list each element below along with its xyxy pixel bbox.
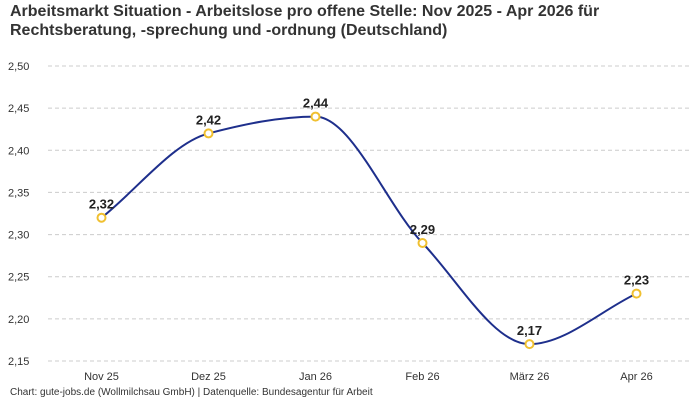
data-label: 2,23 [624,273,649,288]
y-tick-label: 2,25 [8,272,29,284]
data-label: 2,29 [410,222,435,237]
x-tick-label: Apr 26 [620,371,652,383]
y-tick-label: 2,40 [8,145,29,157]
y-tick-label: 2,20 [8,314,29,326]
data-label: 2,44 [303,96,329,111]
y-tick-label: 2,50 [8,61,29,73]
y-tick-label: 2,30 [8,230,29,242]
y-axis-ticks: 2,15 2,20 2,25 2,30 2,35 2,40 2,45 2,50 [8,61,29,368]
x-tick-label: Feb 26 [405,371,439,383]
chart-title: Arbeitsmarkt Situation - Arbeitslose pro… [10,3,600,39]
x-tick-label: Dez 25 [191,371,226,383]
y-tick-label: 2,15 [8,356,29,368]
data-point [96,212,107,223]
data-point [310,111,321,122]
data-labels: 2,32 2,42 2,44 2,29 2,17 2,23 [89,96,649,339]
x-tick-label: März 26 [510,371,550,383]
x-tick-label: Nov 25 [84,371,119,383]
data-label: 2,32 [89,197,114,212]
series-line [100,115,637,346]
data-label: 2,42 [196,112,221,127]
data-point [631,288,642,299]
x-axis-ticks: Nov 25 Dez 25 Jan 26 Feb 26 März 26 Apr 26 [84,371,653,383]
gridlines [48,65,690,362]
data-label: 2,17 [517,323,542,338]
y-tick-label: 2,35 [8,187,29,199]
source-footer: Chart: gute-jobs.de (Wollmilchsau GmbH) … [10,387,373,398]
y-tick-label: 2,45 [8,103,29,115]
x-tick-label: Jan 26 [299,371,332,383]
data-points [96,111,642,350]
data-point [417,238,428,248]
data-point [203,128,214,139]
data-point [524,339,535,350]
